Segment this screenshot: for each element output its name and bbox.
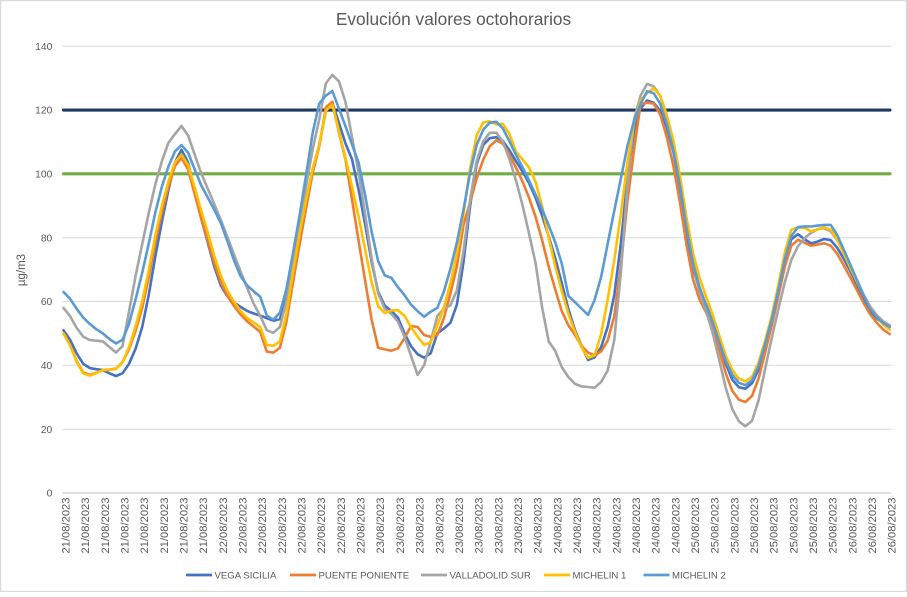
svg-text:24/08/2023: 24/08/2023 xyxy=(611,498,623,554)
svg-text:26/08/2023: 26/08/2023 xyxy=(887,498,899,554)
svg-text:25/08/2023: 25/08/2023 xyxy=(808,498,820,554)
svg-text:25/08/2023: 25/08/2023 xyxy=(769,498,781,554)
svg-text:25/08/2023: 25/08/2023 xyxy=(729,498,741,554)
svg-text:140: 140 xyxy=(35,42,52,53)
svg-text:25/08/2023: 25/08/2023 xyxy=(788,498,800,554)
svg-text:21/08/2023: 21/08/2023 xyxy=(198,498,210,554)
svg-text:24/08/2023: 24/08/2023 xyxy=(592,498,604,554)
svg-text:23/08/2023: 23/08/2023 xyxy=(474,498,486,554)
svg-text:23/08/2023: 23/08/2023 xyxy=(493,498,505,554)
svg-text:25/08/2023: 25/08/2023 xyxy=(828,498,840,554)
svg-text:21/08/2023: 21/08/2023 xyxy=(80,498,92,554)
svg-text:22/08/2023: 22/08/2023 xyxy=(218,498,230,554)
svg-text:24/08/2023: 24/08/2023 xyxy=(533,498,545,554)
svg-text:25/08/2023: 25/08/2023 xyxy=(710,498,722,554)
svg-text:60: 60 xyxy=(41,297,53,308)
svg-text:40: 40 xyxy=(41,361,53,372)
svg-text:23/08/2023: 23/08/2023 xyxy=(454,498,466,554)
svg-text:100: 100 xyxy=(35,170,52,181)
svg-text:24/08/2023: 24/08/2023 xyxy=(631,498,643,554)
svg-text:21/08/2023: 21/08/2023 xyxy=(159,498,171,554)
svg-text:120: 120 xyxy=(35,106,52,117)
svg-text:21/08/2023: 21/08/2023 xyxy=(61,498,73,554)
svg-text:23/08/2023: 23/08/2023 xyxy=(415,498,427,554)
svg-text:24/08/2023: 24/08/2023 xyxy=(651,498,663,554)
svg-text:22/08/2023: 22/08/2023 xyxy=(336,498,348,554)
svg-text:24/08/2023: 24/08/2023 xyxy=(670,498,682,554)
svg-text:24/08/2023: 24/08/2023 xyxy=(572,498,584,554)
svg-text:26/08/2023: 26/08/2023 xyxy=(847,498,859,554)
svg-text:MICHELIN 1: MICHELIN 1 xyxy=(573,570,627,581)
svg-text:21/08/2023: 21/08/2023 xyxy=(120,498,132,554)
svg-text:21/08/2023: 21/08/2023 xyxy=(139,498,151,554)
svg-text:Evolución valores octohorarios: Evolución valores octohorarios xyxy=(336,9,572,29)
svg-text:23/08/2023: 23/08/2023 xyxy=(375,498,387,554)
svg-text:24/08/2023: 24/08/2023 xyxy=(552,498,564,554)
svg-text:22/08/2023: 22/08/2023 xyxy=(238,498,250,554)
svg-text:22/08/2023: 22/08/2023 xyxy=(277,498,289,554)
svg-text:22/08/2023: 22/08/2023 xyxy=(356,498,368,554)
svg-text:22/08/2023: 22/08/2023 xyxy=(316,498,328,554)
svg-text:22/08/2023: 22/08/2023 xyxy=(257,498,269,554)
svg-text:PUENTE PONIENTE: PUENTE PONIENTE xyxy=(319,570,410,581)
svg-text:VALLADOLID SUR: VALLADOLID SUR xyxy=(450,570,531,581)
svg-text:26/08/2023: 26/08/2023 xyxy=(867,498,879,554)
svg-text:0: 0 xyxy=(47,489,53,500)
svg-text:21/08/2023: 21/08/2023 xyxy=(179,498,191,554)
svg-text:25/08/2023: 25/08/2023 xyxy=(749,498,761,554)
svg-text:23/08/2023: 23/08/2023 xyxy=(513,498,525,554)
svg-text:µg/m3: µg/m3 xyxy=(16,254,28,286)
svg-text:25/08/2023: 25/08/2023 xyxy=(690,498,702,554)
svg-text:23/08/2023: 23/08/2023 xyxy=(395,498,407,554)
svg-text:20: 20 xyxy=(41,425,53,436)
svg-text:MICHELIN 2: MICHELIN 2 xyxy=(672,570,726,581)
svg-text:23/08/2023: 23/08/2023 xyxy=(434,498,446,554)
svg-text:80: 80 xyxy=(41,233,53,244)
svg-text:VEGA SICILIA: VEGA SICILIA xyxy=(215,570,277,581)
svg-text:21/08/2023: 21/08/2023 xyxy=(100,498,112,554)
svg-text:22/08/2023: 22/08/2023 xyxy=(297,498,309,554)
